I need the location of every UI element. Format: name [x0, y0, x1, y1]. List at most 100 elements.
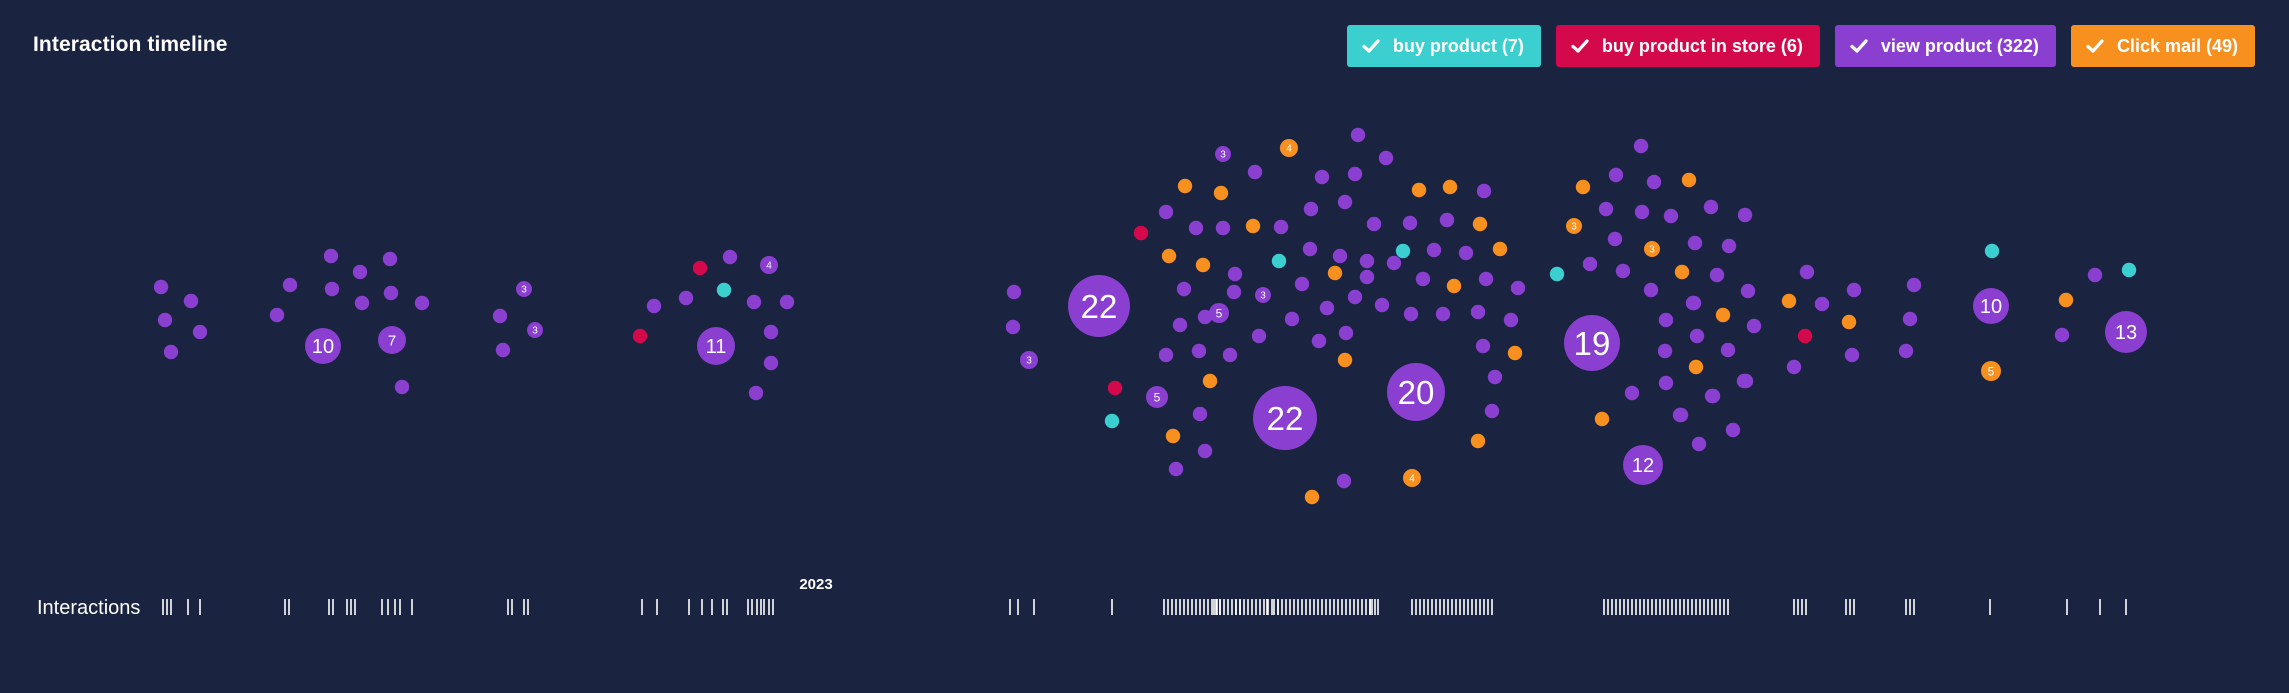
view-product-dot[interactable] — [1350, 127, 1366, 143]
cluster-circle[interactable] — [1564, 315, 1620, 371]
view-product-dot[interactable] — [1197, 443, 1213, 459]
view-product-dot[interactable] — [1720, 342, 1736, 358]
cluster-bubble[interactable]: 3 — [1644, 241, 1660, 257]
view-product-dot[interactable] — [1814, 296, 1830, 312]
view-product-dot[interactable] — [1470, 304, 1486, 320]
cluster-bubble[interactable]: 19 — [1564, 315, 1620, 371]
legend-buy-product-in-store[interactable]: buy product in store (6) — [1555, 25, 1820, 67]
click-mail-dot[interactable] — [1781, 293, 1797, 309]
view-product-dot[interactable] — [1366, 216, 1382, 232]
view-product-dot[interactable] — [183, 293, 199, 309]
click-mail-dot[interactable] — [1304, 489, 1320, 505]
view-product-dot[interactable] — [678, 290, 694, 306]
view-product-dot[interactable] — [153, 279, 169, 295]
cluster-bubble[interactable]: 20 — [1387, 363, 1445, 421]
cluster-circle[interactable] — [1255, 287, 1271, 303]
click-mail-dot[interactable] — [1470, 433, 1486, 449]
cluster-circle[interactable] — [1068, 275, 1130, 337]
view-product-dot[interactable] — [1158, 204, 1174, 220]
view-product-dot[interactable] — [1476, 183, 1492, 199]
view-product-dot[interactable] — [1168, 461, 1184, 477]
cluster-circle[interactable] — [1215, 146, 1231, 162]
cluster-bubble[interactable]: 3 — [527, 322, 543, 338]
cluster-circle[interactable] — [760, 256, 778, 274]
view-product-dot[interactable] — [779, 294, 795, 310]
cluster-circle[interactable] — [1209, 303, 1229, 323]
view-product-dot[interactable] — [1658, 312, 1674, 328]
view-product-dot[interactable] — [1403, 306, 1419, 322]
view-product-dot[interactable] — [1311, 333, 1327, 349]
cluster-circle[interactable] — [697, 327, 735, 365]
cluster-circle[interactable] — [1387, 363, 1445, 421]
view-product-dot[interactable] — [1487, 369, 1503, 385]
cluster-bubble[interactable]: 3 — [1255, 287, 1271, 303]
cluster-bubble[interactable]: 3 — [1566, 218, 1582, 234]
view-product-dot[interactable] — [1703, 199, 1719, 215]
cluster-circle[interactable] — [1403, 469, 1421, 487]
view-product-dot[interactable] — [1359, 253, 1375, 269]
click-mail-dot[interactable] — [1674, 264, 1690, 280]
view-product-dot[interactable] — [1386, 255, 1402, 271]
view-product-dot[interactable] — [1643, 282, 1659, 298]
buy-in-store-dot[interactable] — [1133, 225, 1149, 241]
view-product-dot[interactable] — [354, 295, 370, 311]
view-product-dot[interactable] — [1898, 343, 1914, 359]
view-product-dot[interactable] — [352, 264, 368, 280]
cluster-bubble[interactable]: 4 — [1403, 469, 1421, 487]
view-product-dot[interactable] — [1215, 220, 1231, 236]
click-mail-dot[interactable] — [1681, 172, 1697, 188]
view-product-dot[interactable] — [1475, 338, 1491, 354]
view-product-dot[interactable] — [1709, 267, 1725, 283]
cluster-bubble[interactable]: 3 — [1215, 146, 1231, 162]
view-product-dot[interactable] — [1439, 212, 1455, 228]
view-product-dot[interactable] — [1158, 347, 1174, 363]
view-product-dot[interactable] — [1302, 241, 1318, 257]
view-product-dot[interactable] — [1634, 204, 1650, 220]
cluster-circle[interactable] — [1644, 241, 1660, 257]
buy-in-store-dot[interactable] — [632, 328, 648, 344]
view-product-dot[interactable] — [1607, 231, 1623, 247]
view-product-dot[interactable] — [324, 281, 340, 297]
view-product-dot[interactable] — [2087, 267, 2103, 283]
view-product-dot[interactable] — [1284, 311, 1300, 327]
view-product-dot[interactable] — [1846, 282, 1862, 298]
view-product-dot[interactable] — [1314, 169, 1330, 185]
buy-product-dot[interactable] — [2121, 262, 2137, 278]
buy-product-dot[interactable] — [716, 282, 732, 298]
cluster-circle[interactable] — [516, 281, 532, 297]
cluster-circle[interactable] — [305, 328, 341, 364]
view-product-dot[interactable] — [383, 285, 399, 301]
view-product-dot[interactable] — [1503, 312, 1519, 328]
legend-click-mail[interactable]: Click mail (49) — [2070, 25, 2255, 67]
view-product-dot[interactable] — [1687, 235, 1703, 251]
view-product-dot[interactable] — [382, 251, 398, 267]
view-product-dot[interactable] — [1704, 388, 1720, 404]
view-product-dot[interactable] — [1633, 138, 1649, 154]
view-product-dot[interactable] — [1191, 343, 1207, 359]
view-product-dot[interactable] — [1582, 256, 1598, 272]
cluster-bubble[interactable]: 5 — [1146, 386, 1168, 408]
view-product-dot[interactable] — [2054, 327, 2070, 343]
view-product-dot[interactable] — [1415, 271, 1431, 287]
cluster-bubble[interactable]: 10 — [305, 328, 341, 364]
view-product-dot[interactable] — [1844, 347, 1860, 363]
view-product-dot[interactable] — [1608, 167, 1624, 183]
view-product-dot[interactable] — [1303, 201, 1319, 217]
click-mail-dot[interactable] — [1688, 359, 1704, 375]
view-product-dot[interactable] — [163, 344, 179, 360]
cluster-bubble[interactable]: 4 — [760, 256, 778, 274]
view-product-dot[interactable] — [1226, 284, 1242, 300]
buy-product-dot[interactable] — [1271, 253, 1287, 269]
view-product-dot[interactable] — [1689, 328, 1705, 344]
view-product-dot[interactable] — [323, 248, 339, 264]
view-product-dot[interactable] — [1435, 306, 1451, 322]
cluster-circle[interactable] — [2105, 311, 2147, 353]
view-product-dot[interactable] — [1478, 271, 1494, 287]
cluster-bubble[interactable]: 22 — [1068, 275, 1130, 337]
view-product-dot[interactable] — [157, 312, 173, 328]
click-mail-dot[interactable] — [1507, 345, 1523, 361]
view-product-dot[interactable] — [414, 295, 430, 311]
click-mail-dot[interactable] — [1841, 314, 1857, 330]
buy-product-dot[interactable] — [1104, 413, 1120, 429]
view-product-dot[interactable] — [1378, 150, 1394, 166]
